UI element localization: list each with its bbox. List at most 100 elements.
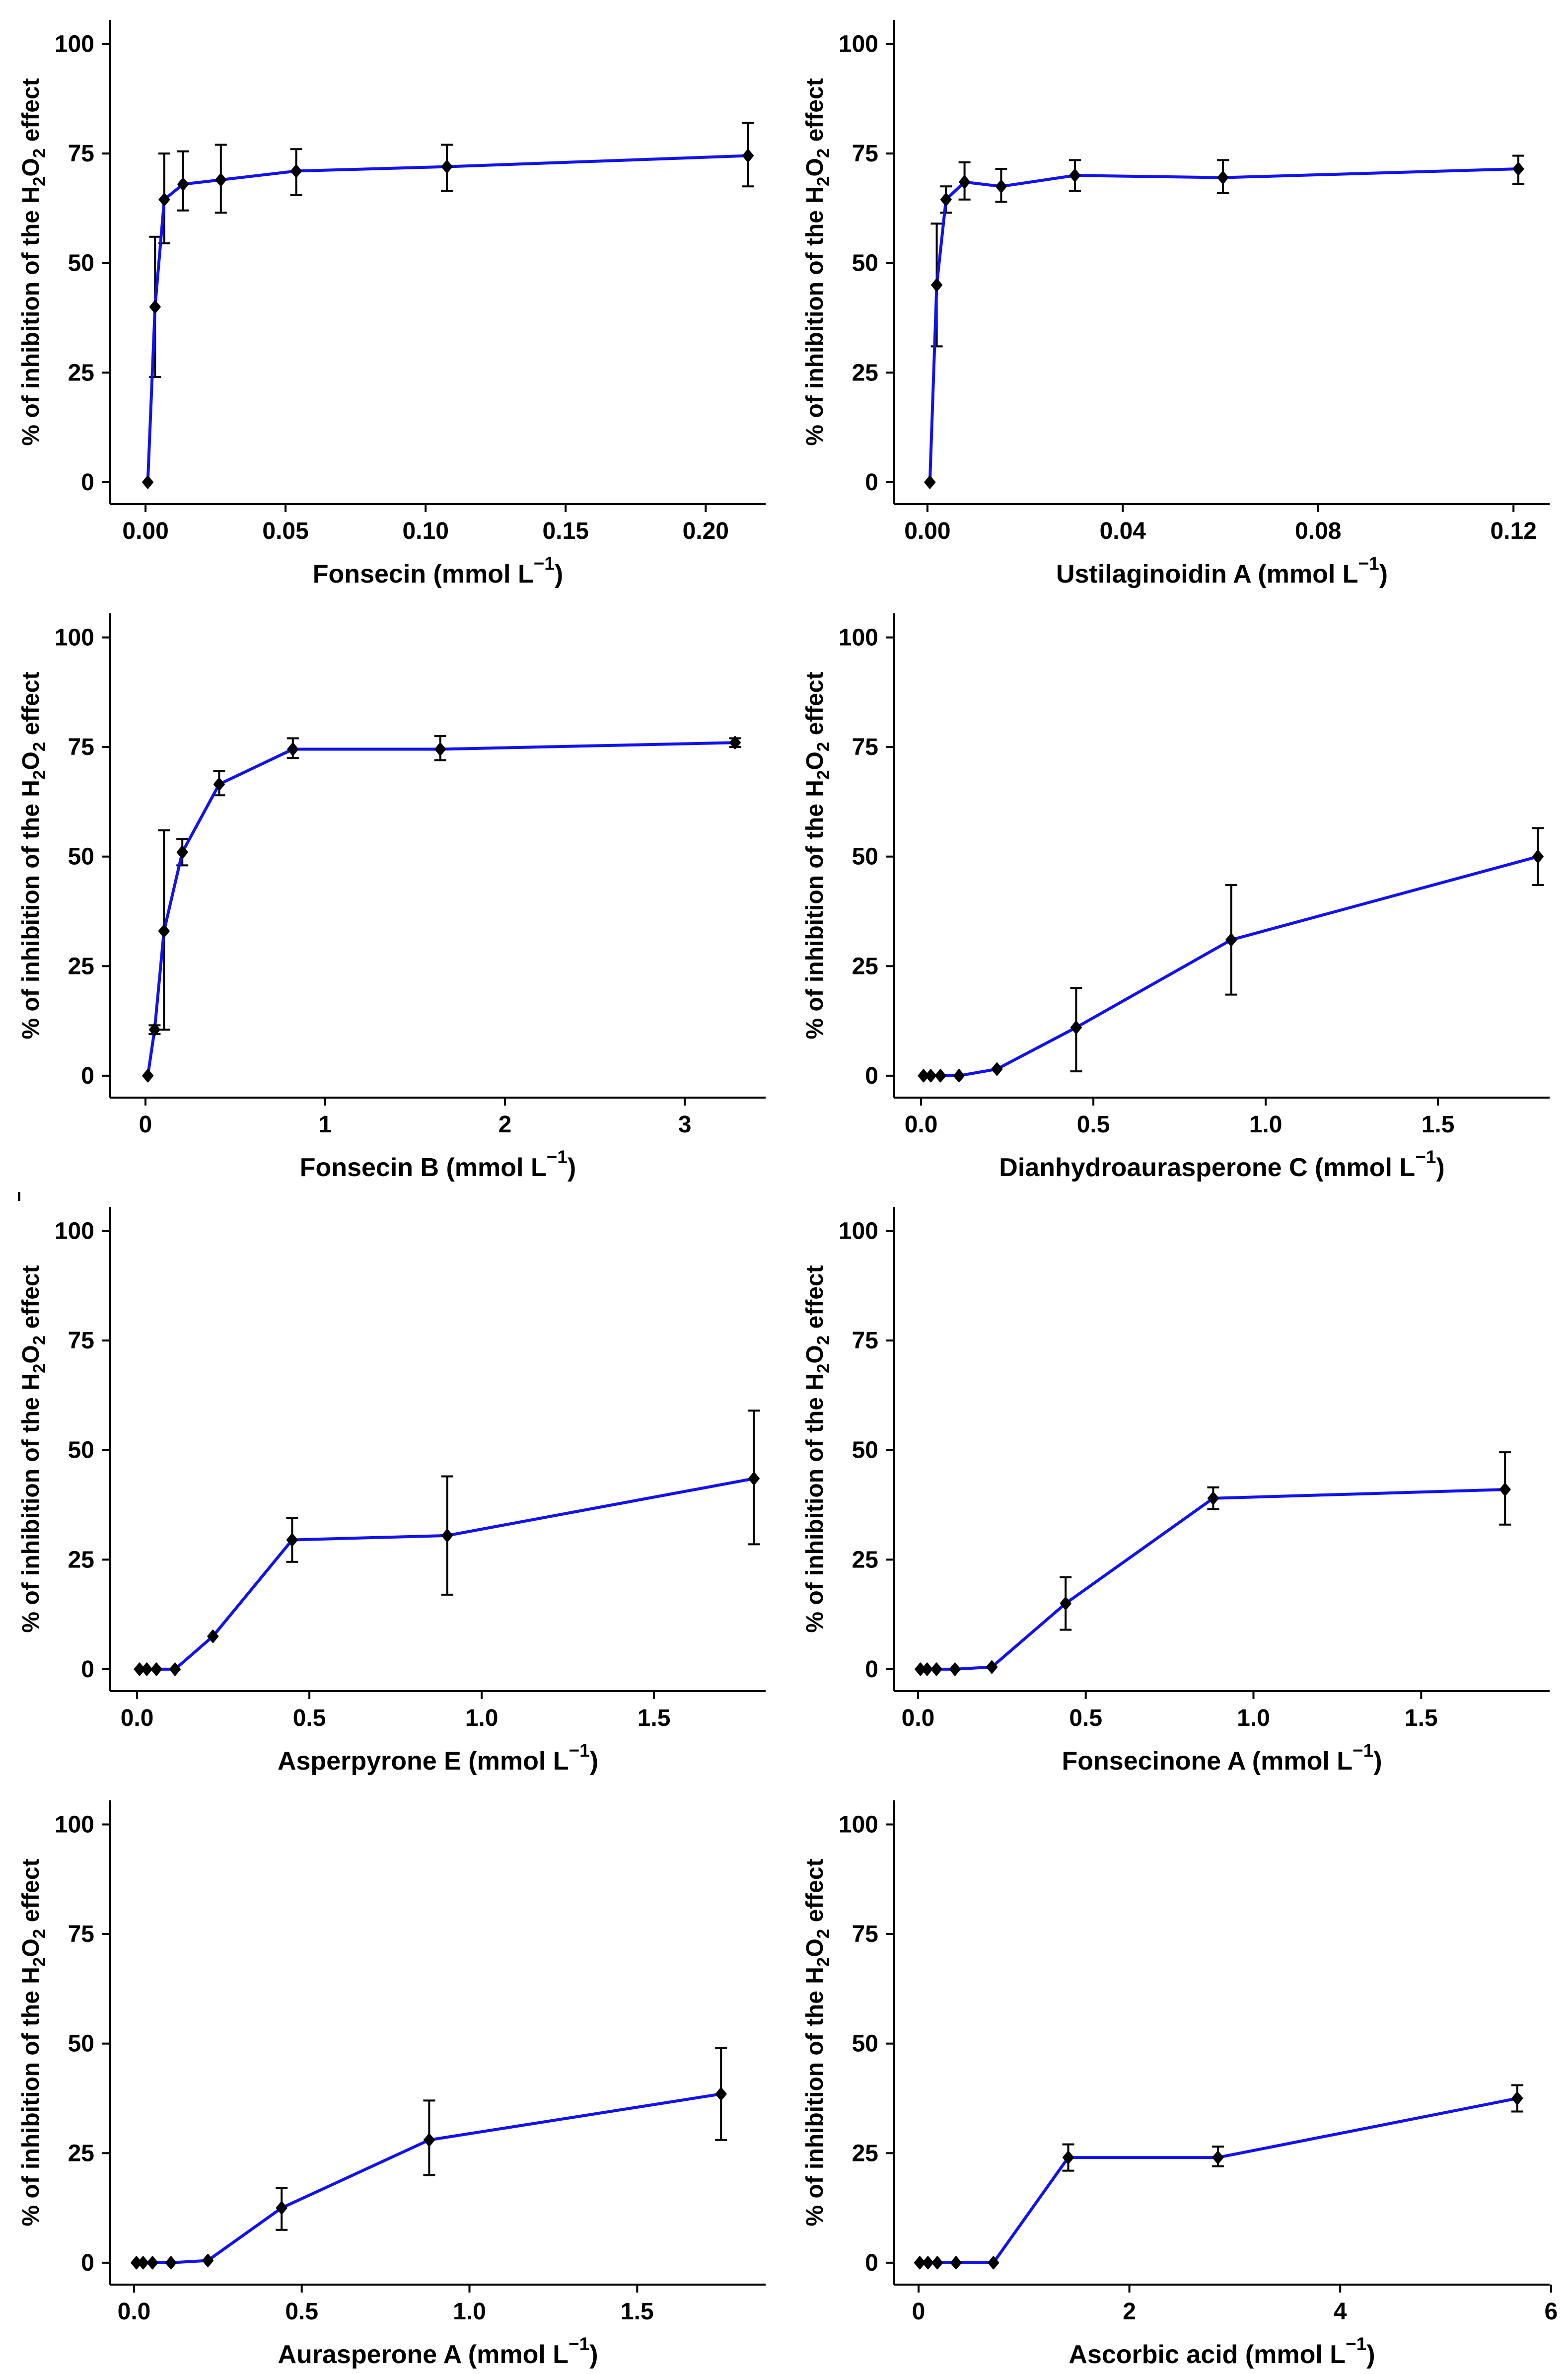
data-point-marker <box>207 1630 219 1643</box>
data-points <box>131 2087 727 2270</box>
x-tick-label: 0.20 <box>683 518 729 544</box>
data-point-marker <box>148 1023 160 1037</box>
chart-panel-aurasperone-a: 0 25 50 75 100 0.0 0.5 1.0 1.5 Aurasperone A (mmo… <box>0 1780 784 2374</box>
error-bars <box>1060 1451 1511 1631</box>
data-point-marker <box>215 173 227 187</box>
x-tick-label: 0.5 <box>1077 1112 1110 1138</box>
x-axis-title: Fonsecin (mmol L−1) <box>313 553 563 589</box>
x-tick-label: 2 <box>499 1112 512 1138</box>
y-tick-label: 25 <box>852 953 878 979</box>
x-tick-label: 2 <box>1123 2299 1136 2325</box>
chart-panel-asperpyrone-e: 0 25 50 75 100 0.0 0.5 1.0 1.5 Asperpyrone E (mmo… <box>0 1187 784 1780</box>
data-points <box>918 850 1544 1083</box>
data-point-marker <box>729 736 741 749</box>
data-point-marker <box>715 2087 727 2101</box>
y-tick-label: 0 <box>865 469 878 496</box>
data-point-marker <box>434 742 446 756</box>
chart-ascorbic-acid: 0 25 50 75 100 0 2 4 6 Ascorbic acid (mmol L−1) % … <box>802 1800 1558 2369</box>
data-point-marker <box>924 475 936 489</box>
x-tick-label: 6 <box>1544 2299 1558 2325</box>
x-tick-label: 1.5 <box>1422 1112 1455 1138</box>
data-point-marker <box>930 1662 942 1676</box>
chart-panel-fonsecin: 0 25 50 75 100 0.00 0.05 0.10 0.15 0.20 Fonsecin (… <box>0 0 784 594</box>
data-point-marker <box>995 179 1007 193</box>
y-tick-label: 100 <box>839 1218 878 1245</box>
x-tick-label: 0 <box>912 2299 926 2325</box>
tick-labels: 0 25 50 75 100 0.0 0.5 1.0 1.5 <box>839 625 1455 1138</box>
error-bars <box>1070 827 1544 1073</box>
tick-labels: 0 25 50 75 100 0 2 4 6 <box>839 1812 1558 2325</box>
data-point-marker <box>177 177 189 191</box>
x-tick-label: 0.00 <box>122 518 168 544</box>
data-point-marker <box>925 1069 937 1083</box>
y-tick-label: 0 <box>81 469 94 496</box>
y-tick-label: 100 <box>839 31 878 58</box>
y-tick-label: 75 <box>68 1328 94 1354</box>
data-point-marker <box>213 777 225 791</box>
tick-labels: 0 25 50 75 100 0.00 0.05 0.10 0.15 0.20 <box>55 31 729 545</box>
data-point-marker <box>931 278 943 292</box>
data-point-marker <box>137 2256 149 2270</box>
x-tick-label: 0.12 <box>1490 518 1536 544</box>
x-tick-label: 0.5 <box>1069 1705 1102 1731</box>
tick-labels: 0 25 50 75 100 0.0 0.5 1.0 1.5 <box>839 1218 1438 1732</box>
y-tick-label: 100 <box>55 1218 94 1245</box>
chart-panel-dianhydroaurasperone-c: 0 25 50 75 100 0.0 0.5 1.0 1.5 Dianhydroauraspero… <box>784 594 1568 1187</box>
chart-panel-ustilaginoidin-a: 0 25 50 75 100 0.00 0.04 0.08 0.12 Ustilaginoidin… <box>784 0 1568 594</box>
data-point-marker <box>149 300 161 314</box>
y-axis-title: % of inhibition of the H2O2 effect <box>18 1858 49 2226</box>
x-tick-label: 1.0 <box>1237 1705 1270 1731</box>
data-point-marker <box>1070 1021 1082 1035</box>
x-axis-title: Asperpyrone E (mmol L−1) <box>278 1740 598 1776</box>
y-tick-label: 25 <box>852 1547 878 1573</box>
data-point-marker <box>176 845 188 859</box>
x-axis-title: Ascorbic acid (mmol L−1) <box>1069 2334 1375 2369</box>
axes <box>102 1800 766 2293</box>
error-bars <box>1062 2084 1523 2172</box>
y-tick-label: 50 <box>68 844 94 870</box>
y-tick-label: 25 <box>68 2140 94 2166</box>
x-tick-label: 0.00 <box>904 518 950 544</box>
data-point-marker <box>1212 2151 1224 2164</box>
x-axis-title: Fonsecin B (mmol L−1) <box>300 1147 576 1182</box>
data-point-marker <box>290 164 302 178</box>
y-axis-title: % of inhibition of the H2O2 effect <box>802 1858 833 2226</box>
data-point-marker <box>1225 933 1237 947</box>
y-tick-label: 75 <box>68 734 94 760</box>
error-bars <box>148 735 741 1036</box>
axes <box>102 613 766 1106</box>
data-point-marker <box>986 1660 998 1674</box>
x-tick-label: 1.0 <box>465 1705 499 1731</box>
data-point-marker <box>940 193 952 207</box>
y-tick-label: 0 <box>865 1063 878 1089</box>
y-tick-label: 100 <box>55 31 94 58</box>
data-line <box>146 741 737 1077</box>
y-tick-label: 50 <box>852 1437 878 1464</box>
x-tick-label: 0.0 <box>118 2299 151 2325</box>
y-tick-label: 100 <box>55 625 94 651</box>
x-tick-label: 0.0 <box>902 1705 935 1731</box>
y-tick-label: 0 <box>865 1656 878 1683</box>
data-points <box>142 149 754 489</box>
data-point-marker <box>959 175 971 189</box>
data-line <box>919 1488 1507 1671</box>
data-point-marker <box>1207 1491 1219 1505</box>
data-point-marker <box>169 1662 181 1676</box>
data-line <box>146 154 750 484</box>
data-point-marker <box>423 2133 435 2147</box>
y-tick-label: 50 <box>68 2031 94 2057</box>
chart-fonsecin: 0 25 50 75 100 0.00 0.05 0.10 0.15 0.20 Fonsecin (… <box>18 20 766 589</box>
data-point-marker <box>1512 162 1524 176</box>
chart-panel-ascorbic-acid: 0 25 50 75 100 0 2 4 6 Ascorbic acid (mmol L−1) % … <box>784 1780 1568 2374</box>
tick-labels: 0 25 50 75 100 0.00 0.04 0.08 0.12 <box>839 31 1537 545</box>
x-tick-label: 0.5 <box>285 2299 318 2325</box>
y-tick-label: 0 <box>865 2250 878 2276</box>
data-line <box>918 2097 1519 2264</box>
x-tick-label: 0 <box>139 1112 152 1138</box>
data-point-marker <box>286 1533 298 1547</box>
y-axis-title: % of inhibition of the H2O2 effect <box>802 1265 833 1632</box>
data-point-marker <box>142 475 154 489</box>
y-tick-label: 50 <box>68 250 94 277</box>
y-axis-title: % of inhibition of the H2O2 effect <box>18 671 49 1039</box>
y-tick-label: 25 <box>852 2140 878 2166</box>
